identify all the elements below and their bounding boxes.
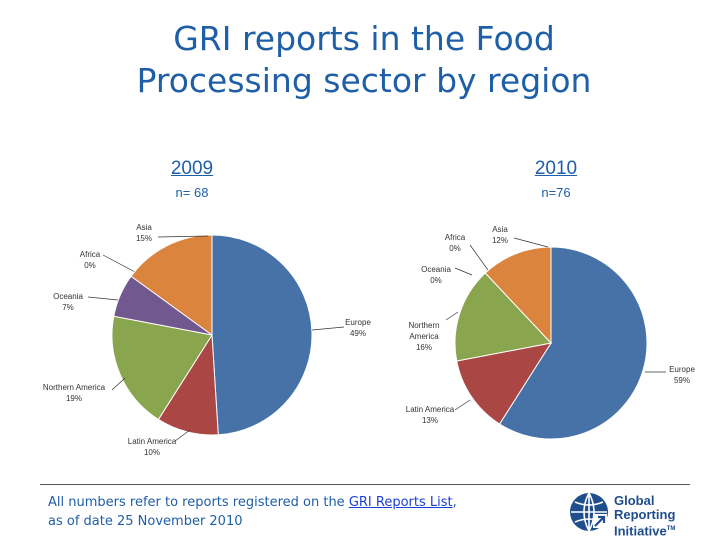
- logo-line-2: Reporting: [614, 507, 676, 522]
- pie-2010-leader-latin-america: [454, 399, 471, 411]
- pie-2010-title: 2010: [534, 158, 578, 179]
- pie-2010-slice-asia: [484, 246, 552, 345]
- gri-reports-list-link[interactable]: GRI Reports List: [348, 495, 453, 510]
- footnote-text: All numbers refer to reports registered …: [48, 495, 349, 510]
- pie-2010-subtitle: n=76: [541, 185, 571, 200]
- pie-2009-slice-asia: [130, 234, 213, 336]
- footnote: All numbers refer to reports registered …: [48, 493, 457, 531]
- pie-charts: Europe 49% Latin America 10% Northern Americ…: [43, 223, 696, 457]
- pie-2009-subtitle: n= 68: [175, 185, 209, 200]
- pie-2009-slice-northern-america: [111, 315, 213, 421]
- pie-2009-leader-europe: [311, 326, 345, 331]
- pie-2010-leader-oceania: [454, 267, 473, 276]
- pie-2010-slice-northern-america: [454, 272, 552, 362]
- pie-2009-label-oceania: Oceania 7%: [53, 292, 83, 312]
- pie-2010-label-latin-america: Latin America 13%: [406, 405, 455, 425]
- logo-line-3-text: Initiative: [614, 523, 667, 539]
- pie-2009-leader-northern-america: [111, 377, 126, 391]
- pie-2010-leader-northern-america: [445, 311, 459, 321]
- pie-2009-label-africa: Africa 0%: [80, 250, 101, 270]
- pie-2009-label-asia: Asia 15%: [136, 223, 152, 243]
- pie-2010-slice-latin-america: [456, 342, 553, 425]
- pie-2009-label-northern-america: Northern America 19%: [43, 383, 106, 403]
- chart-title: GRI reports in the Food Processing secto…: [0, 18, 728, 102]
- footer-divider: [40, 484, 690, 485]
- pie-2010-label-asia: Asia 12%: [492, 225, 508, 245]
- logo-line-3: InitiativeTM: [614, 522, 675, 538]
- logo-tm: TM: [666, 526, 676, 532]
- pie-2009-slice-europe: [211, 234, 313, 436]
- pie-2009-leader-asia: [157, 235, 209, 238]
- pie-2009-label-europe: Europe 49%: [345, 318, 371, 338]
- pie-2010-label-africa: Africa 0%: [445, 233, 466, 253]
- logo-line-1: Global: [614, 493, 655, 508]
- title-line-2: Processing sector by region: [136, 61, 592, 100]
- pie-2009-label-latin-america: Latin America 10%: [128, 437, 177, 457]
- title-line-1: GRI reports in the Food: [173, 19, 555, 58]
- pie-2010-label-oceania: Oceania 0%: [421, 265, 451, 285]
- pie-2009-leader-oceania: [87, 296, 119, 301]
- pie-2010-label-europe: Europe 59%: [669, 365, 695, 385]
- gri-logo-icon: [570, 492, 608, 532]
- pie-2010-label-northern-america: Northern America 16%: [408, 321, 439, 352]
- footnote-comma: ,: [452, 495, 457, 510]
- pie-2010-leader-asia: [513, 237, 549, 248]
- pie-2009-leader-latin-america: [174, 429, 191, 442]
- pie-2010-leader-africa: [469, 244, 489, 271]
- footnote-date: as of date 25 November 2010: [48, 514, 243, 529]
- gri-logo-text: Global Reporting InitiativeTM: [614, 494, 675, 538]
- pie-2009-leader-africa: [102, 254, 136, 273]
- pie-2009-title: 2009: [170, 158, 214, 179]
- pie-2010-slice-europe: [498, 246, 648, 440]
